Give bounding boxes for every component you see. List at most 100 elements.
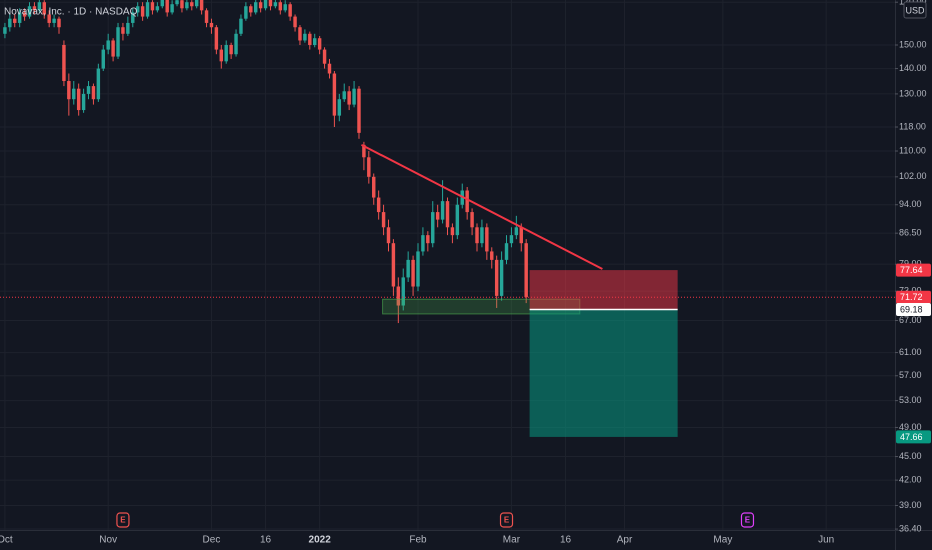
candle-body [229,44,233,55]
y-tick-label: 130.00 [899,88,927,98]
candle-body [416,251,420,287]
candle-body [273,2,278,7]
candle-body [332,73,337,116]
candle-body [357,88,361,133]
candle-body [431,212,435,244]
event-label: E [745,516,751,525]
candle-body [367,157,371,177]
candle-body [37,2,42,11]
currency-box[interactable] [903,1,927,19]
candle-body [347,91,351,105]
candle-body [504,243,509,260]
candle-body [214,27,219,50]
candle-body [278,2,283,11]
candle-body [283,4,287,11]
candle-body [509,235,514,244]
candle-body [47,14,51,23]
candle-body [170,4,174,13]
candle-body [17,12,22,23]
candle-body [244,6,248,19]
x-tick-label: May [713,535,732,546]
candle-body [204,10,209,23]
candle-body [470,212,474,228]
y-tick-label: 45.00 [899,451,922,461]
candle-body [480,227,484,244]
x-tick-label: 2022 [309,535,332,546]
candle-body [337,99,342,116]
candle-body [411,259,415,287]
candle-body [298,27,302,41]
candle-body [199,0,204,11]
event-marker [740,512,755,528]
y-tick-label: 140.00 [899,63,927,73]
event-label: E [504,516,510,525]
candle-body [101,49,105,69]
x-tick-label: Oct [0,535,13,546]
candle-body [263,0,268,9]
candle-body [140,6,145,17]
price-label: 71.72 [900,292,923,302]
candle-body [175,0,179,5]
candle-body [42,2,46,15]
candle-body [268,0,273,7]
candle-body [27,6,32,17]
candle-body [76,88,81,111]
candle-body [32,6,37,11]
candle-body [155,6,160,11]
candle-body [288,4,292,17]
candle-body [180,0,184,9]
candle-body [194,0,199,7]
price-label-box [896,290,931,304]
y-tick-label: 67.00 [899,315,922,325]
candle-body [150,2,155,11]
candle-body [465,190,469,213]
candle-body [219,49,224,62]
candle-body [372,176,376,198]
x-tick-label: Apr [617,535,633,546]
candle-body [401,277,405,306]
candle-body [490,251,494,260]
y-tick-label: 61.00 [899,347,922,357]
candle-body [22,12,27,17]
candle-body [209,22,214,28]
candle-body [8,18,12,28]
y-tick-label: 39.00 [899,500,922,510]
candle-body [145,2,150,17]
candle-body [514,227,519,236]
candle-body [519,227,523,244]
y-tick-label: 73.00 [899,286,922,296]
price-label: 77.64 [900,265,923,275]
price-label-box [896,263,931,277]
y-tick-label: 150.00 [899,39,927,49]
candle-body [352,88,356,105]
candle-body [450,227,455,236]
candle-body [386,227,391,244]
price-label-box [896,303,931,317]
candle-body [322,49,327,64]
x-tick-label: Jun [818,535,834,546]
y-tick-label: 36.40 [899,523,922,533]
candle-body [475,227,479,244]
event-marker [116,512,130,528]
candle-body [190,2,194,7]
y-tick-label: 42.00 [899,475,922,485]
y-tick-label: 57.00 [899,370,922,380]
currency: USD [905,5,925,15]
candle-body [3,27,7,34]
x-tick-label: 16 [560,535,572,546]
y-tick-label: 49.00 [899,422,922,432]
candle-body [224,44,228,62]
candle-body [253,2,258,13]
candle-body [455,204,460,236]
candle-body [234,33,238,55]
candle-body [494,259,499,296]
chart-title: Novavax, Inc. · 1D · NASDAQ [4,7,138,18]
candle-body [485,227,489,252]
candle-body [62,44,66,82]
candle-body [293,16,297,28]
candle-body [381,212,386,228]
y-tick-label: 53.00 [899,395,922,405]
